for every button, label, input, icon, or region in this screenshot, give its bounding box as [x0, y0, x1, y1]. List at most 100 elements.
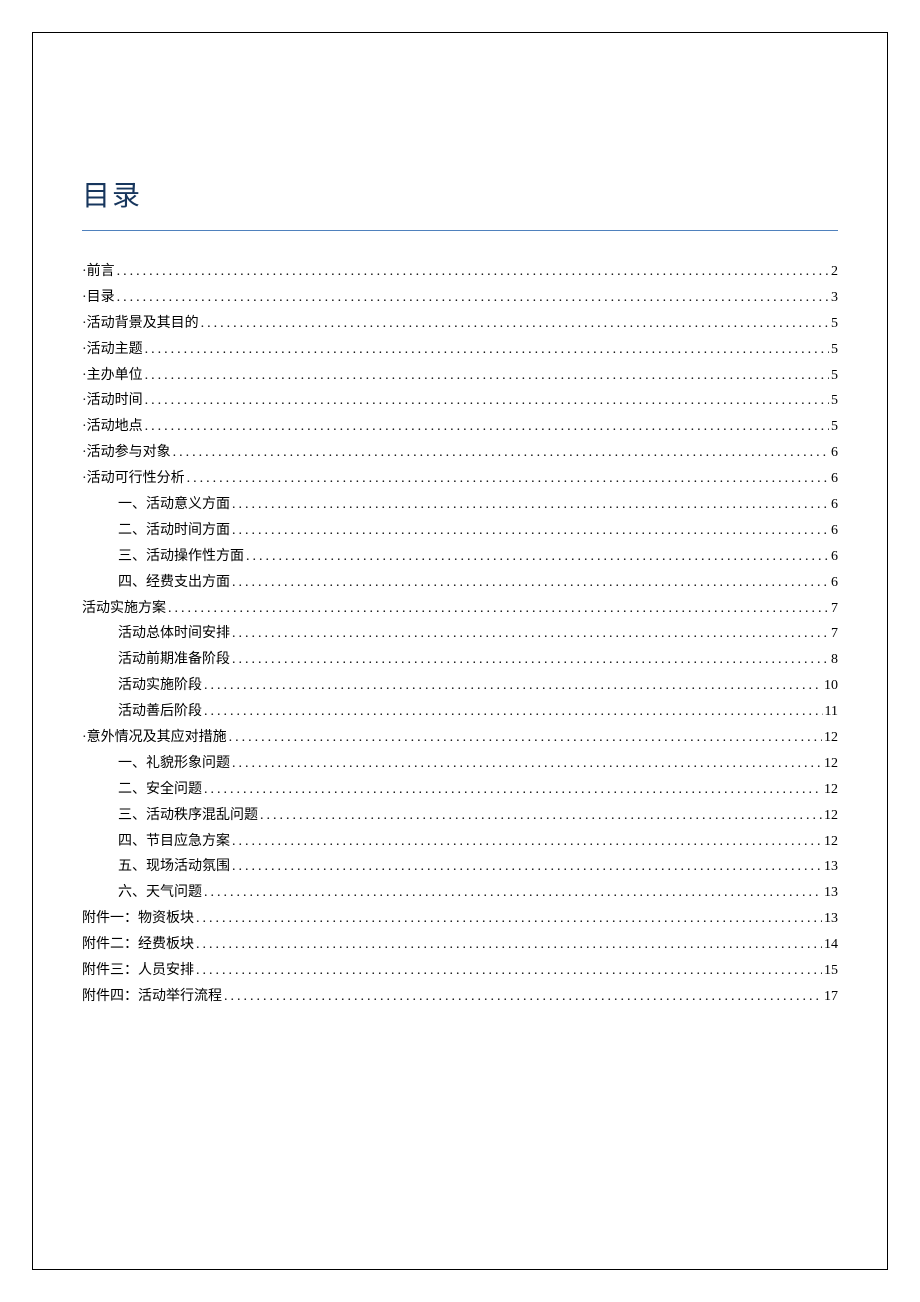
toc-leader-dots [204, 673, 822, 699]
toc-entry: ·活动地点 5 [82, 414, 838, 440]
toc-entry-page: 13 [824, 880, 838, 906]
toc-entry-label: 六、天气问题 [118, 880, 202, 906]
toc-leader-dots [229, 725, 822, 751]
toc-entry-label: 活动实施方案 [82, 596, 166, 622]
toc-entry-page: 6 [831, 518, 838, 544]
toc-entry: 一、活动意义方面6 [82, 492, 838, 518]
toc-entry-page: 6 [831, 544, 838, 570]
toc-entry: 活动前期准备阶段 8 [82, 647, 838, 673]
toc-entry: 一、礼貌形象问题 12 [82, 751, 838, 777]
toc-entry-label: 附件二：经费板块 [82, 932, 194, 958]
toc-entry-page: 10 [824, 673, 838, 699]
toc-leader-dots [145, 414, 829, 440]
toc-entry: 四、经费支出方面 6 [82, 570, 838, 596]
toc-entry-label: ·前言 [82, 259, 115, 285]
toc-leader-dots [260, 803, 822, 829]
toc-entry-label: 活动善后阶段 [118, 699, 202, 725]
toc-leader-dots [196, 932, 822, 958]
toc-entry-page: 5 [831, 337, 838, 363]
toc-entry: ·前言 2 [82, 259, 838, 285]
toc-leader-dots [224, 984, 822, 1010]
toc-entry: 活动实施阶段 10 [82, 673, 838, 699]
toc-entry-page: 6 [831, 440, 838, 466]
toc-entry-label: ·活动参与对象 [82, 440, 171, 466]
toc-entry-page: 12 [824, 803, 838, 829]
toc-entry: 五、现场活动氛围 13 [82, 854, 838, 880]
toc-entry-label: ·活动地点 [82, 414, 143, 440]
toc-entry: 活动实施方案7 [82, 596, 838, 622]
toc-entry-page: 3 [831, 285, 838, 311]
toc-entry: 附件一：物资板块 13 [82, 906, 838, 932]
toc-entry: 六、天气问题 13 [82, 880, 838, 906]
toc-entry-page: 15 [824, 958, 838, 984]
toc-entry-label: ·活动时间 [82, 388, 143, 414]
toc-entry: 活动总体时间安排7 [82, 621, 838, 647]
toc-leader-dots [196, 958, 822, 984]
toc-entry-label: 活动前期准备阶段 [118, 647, 230, 673]
toc-entry-page: 6 [831, 570, 838, 596]
toc-leader-dots [232, 751, 822, 777]
toc-entry: 附件二：经费板块 14 [82, 932, 838, 958]
toc-leader-dots [246, 544, 829, 570]
toc-leader-dots [232, 570, 829, 596]
toc-entry: 二、活动时间方面 6 [82, 518, 838, 544]
toc-leader-dots [173, 440, 829, 466]
toc-entry-label: 五、现场活动氛围 [118, 854, 230, 880]
toc-leader-dots [145, 388, 829, 414]
toc-entry-label: 附件四：活动举行流程 [82, 984, 222, 1010]
toc-entry: ·活动可行性分析6 [82, 466, 838, 492]
toc-entry-page: 8 [831, 647, 838, 673]
toc-entry: 三、活动秩序混乱问题12 [82, 803, 838, 829]
toc-leader-dots [145, 337, 829, 363]
toc-entry-page: 2 [831, 259, 838, 285]
toc-entry-label: 附件一：物资板块 [82, 906, 194, 932]
toc-entry-page: 13 [824, 906, 838, 932]
toc-leader-dots [232, 518, 829, 544]
toc-entry-label: 二、活动时间方面 [118, 518, 230, 544]
toc-entry: ·活动主题5 [82, 337, 838, 363]
toc-leader-dots [232, 854, 822, 880]
toc-entry-label: 活动总体时间安排 [118, 621, 230, 647]
toc-leader-dots [204, 880, 822, 906]
toc-entry-page: 5 [831, 414, 838, 440]
toc-entry-page: 12 [824, 829, 838, 855]
toc-list: ·前言2·目录3·活动背景及其目的5·活动主题5·主办单位5·活动时间5·活动地… [82, 259, 838, 1010]
toc-entry: ·活动背景及其目的5 [82, 311, 838, 337]
toc-entry-label: ·活动可行性分析 [82, 466, 185, 492]
toc-entry-label: 二、安全问题 [118, 777, 202, 803]
toc-leader-dots [187, 466, 829, 492]
toc-leader-dots [204, 699, 823, 725]
toc-entry-page: 12 [824, 751, 838, 777]
toc-entry-page: 13 [824, 854, 838, 880]
toc-leader-dots [117, 259, 829, 285]
toc-leader-dots [232, 829, 822, 855]
toc-entry-page: 12 [824, 777, 838, 803]
toc-entry: ·意外情况及其应对措施 12 [82, 725, 838, 751]
toc-entry: ·活动参与对象 6 [82, 440, 838, 466]
toc-entry-page: 12 [824, 725, 838, 751]
toc-entry: 四、节目应急方案12 [82, 829, 838, 855]
toc-entry-page: 11 [825, 699, 838, 725]
toc-entry: ·主办单位5 [82, 363, 838, 389]
toc-entry-page: 5 [831, 388, 838, 414]
toc-entry-label: 附件三：人员安排 [82, 958, 194, 984]
toc-entry-label: 活动实施阶段 [118, 673, 202, 699]
toc-entry: 活动善后阶段 11 [82, 699, 838, 725]
toc-entry-label: 一、礼貌形象问题 [118, 751, 230, 777]
title-underline [82, 230, 838, 231]
toc-leader-dots [196, 906, 822, 932]
toc-entry-page: 6 [831, 492, 838, 518]
toc-leader-dots [201, 311, 829, 337]
toc-entry-page: 14 [824, 932, 838, 958]
toc-leader-dots [204, 777, 822, 803]
toc-leader-dots [232, 647, 829, 673]
toc-entry-label: 三、活动操作性方面 [118, 544, 244, 570]
toc-entry-label: ·主办单位 [82, 363, 143, 389]
toc-entry-label: ·意外情况及其应对措施 [82, 725, 227, 751]
toc-content: 目录 ·前言2·目录3·活动背景及其目的5·活动主题5·主办单位5·活动时间5·… [82, 174, 838, 1010]
toc-title: 目录 [82, 174, 838, 214]
toc-entry: 附件三：人员安排 15 [82, 958, 838, 984]
toc-entry-page: 17 [824, 984, 838, 1010]
toc-entry-label: 四、经费支出方面 [118, 570, 230, 596]
toc-leader-dots [117, 285, 829, 311]
